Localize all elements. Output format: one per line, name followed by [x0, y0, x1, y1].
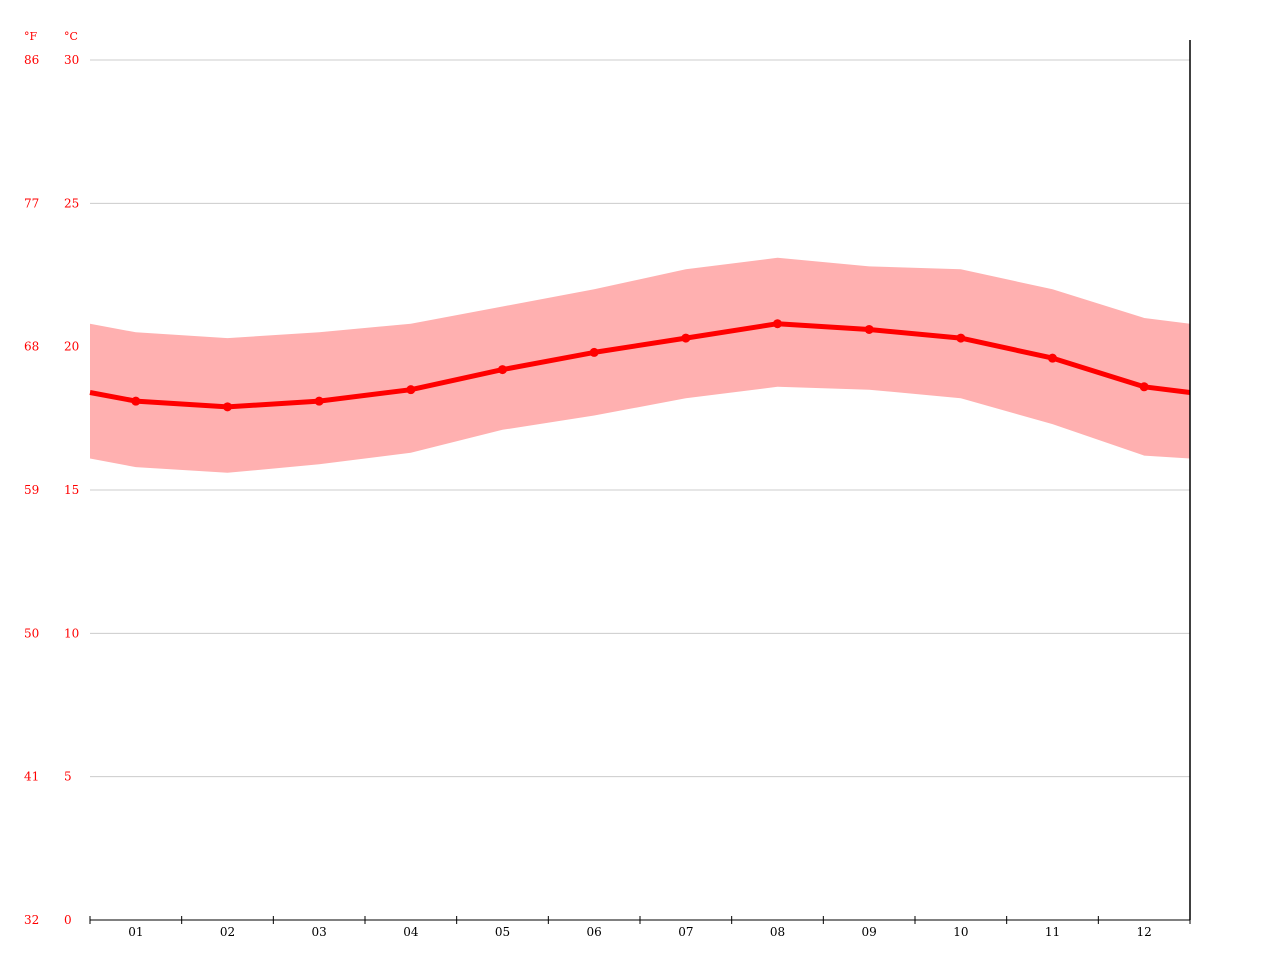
- x-tick-label: 01: [128, 925, 143, 939]
- y-tick-label-fahrenheit: 59: [24, 483, 39, 497]
- temperature-line-layer: [89, 321, 1191, 410]
- x-tick-label: 02: [220, 925, 235, 939]
- data-point: [1048, 353, 1057, 363]
- y-tick-label-celsius: 10: [64, 626, 79, 640]
- x-tick-label: 11: [1045, 925, 1060, 939]
- temperature-range-area: [90, 257, 1190, 473]
- y-tick-label-fahrenheit: 77: [24, 196, 39, 210]
- x-tick-label: 09: [862, 925, 877, 939]
- data-point: [589, 347, 599, 357]
- axes: [89, 40, 1191, 924]
- data-point: [131, 396, 141, 406]
- data-point: [223, 402, 232, 412]
- y-tick-label-fahrenheit: 68: [24, 340, 39, 354]
- x-tick-label: 04: [403, 925, 419, 939]
- y-tick-label-fahrenheit: 41: [24, 770, 39, 784]
- data-point: [314, 396, 324, 406]
- x-tick-label: 08: [770, 925, 785, 939]
- data-point: [406, 385, 416, 395]
- x-tick-label: 10: [953, 925, 968, 939]
- y-tick-label-celsius: 25: [64, 196, 79, 210]
- data-point: [1139, 382, 1149, 392]
- average-temperature-line: [89, 321, 1191, 410]
- y-tick-label-fahrenheit: 32: [24, 913, 39, 927]
- data-point: [681, 333, 691, 343]
- y-tick-label-celsius: 30: [64, 53, 79, 67]
- y-tick-label-celsius: 0: [64, 913, 72, 927]
- axis-labels: °F °C 32 0 41 5 50 10 59 15 68 20 77 25 86 30 01 02 03 04…: [24, 30, 1152, 939]
- data-point: [498, 365, 507, 375]
- x-tick-label: 03: [312, 925, 327, 939]
- y-tick-label-celsius: 5: [64, 770, 72, 784]
- y-tick-label-celsius: 20: [64, 340, 79, 354]
- x-tick-label: 06: [587, 925, 602, 939]
- data-point: [864, 324, 874, 334]
- y-tick-label-fahrenheit: 86: [24, 53, 39, 67]
- temperature-range-band: [90, 257, 1190, 473]
- y-tick-label-celsius: 15: [64, 483, 79, 497]
- x-tick-label: 05: [495, 925, 510, 939]
- fahrenheit-unit-label: °F: [24, 30, 38, 43]
- data-point: [956, 333, 966, 343]
- data-point: [773, 319, 782, 329]
- y-tick-label-fahrenheit: 50: [24, 626, 39, 640]
- celsius-unit-label: °C: [64, 30, 78, 43]
- temperature-points: [131, 319, 1149, 412]
- x-tick-label: 07: [678, 925, 693, 939]
- x-tick-label: 12: [1137, 925, 1152, 939]
